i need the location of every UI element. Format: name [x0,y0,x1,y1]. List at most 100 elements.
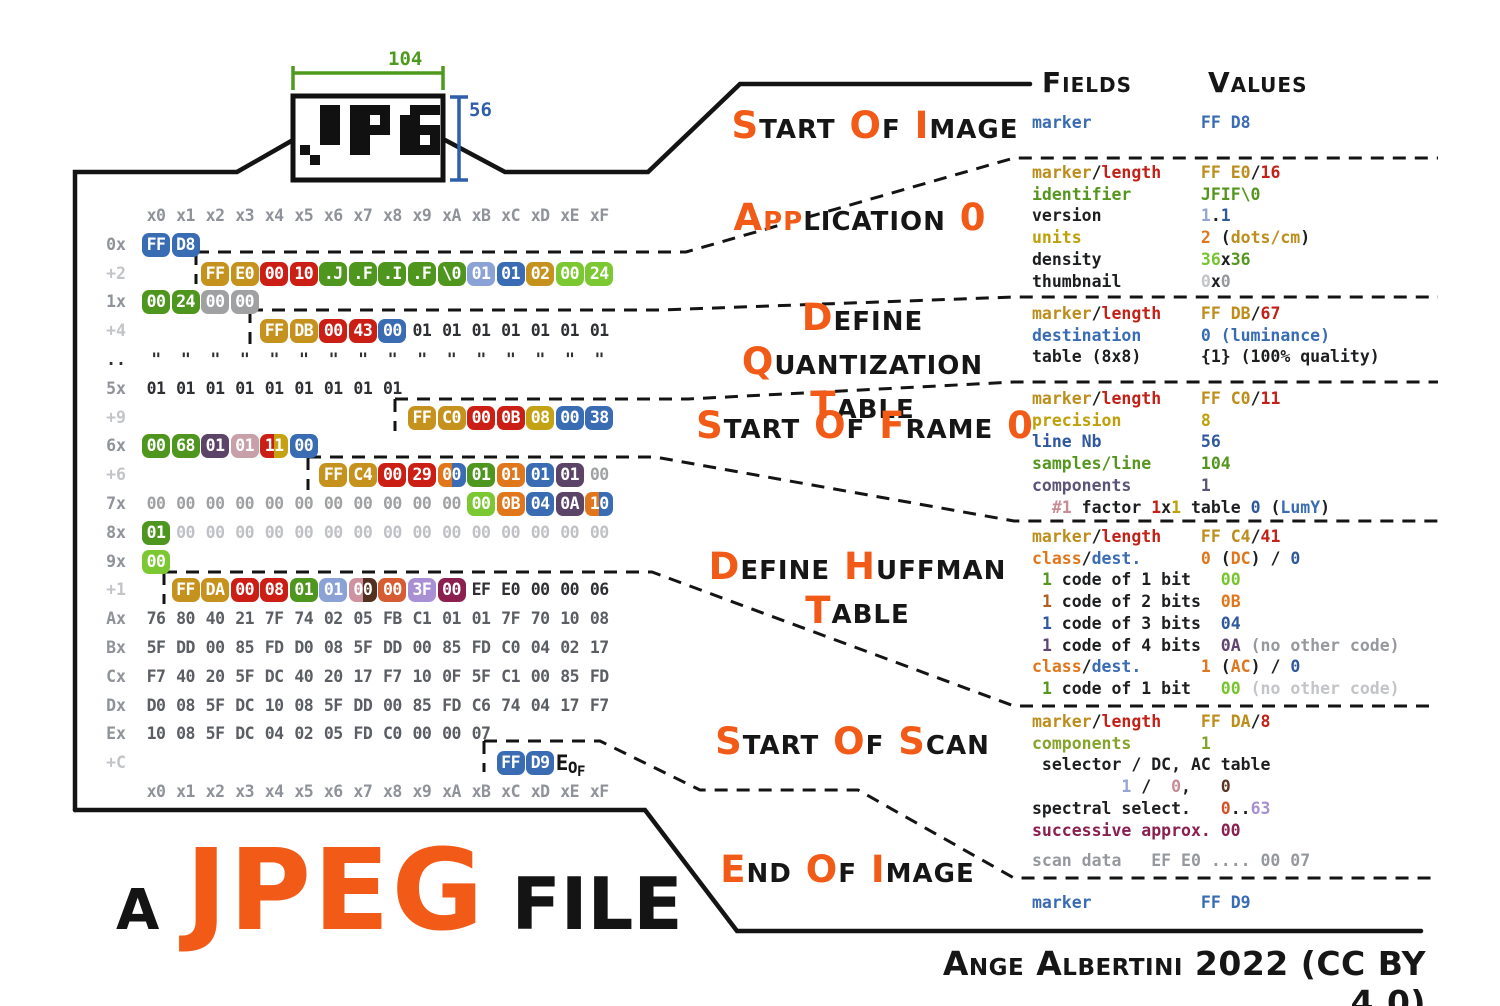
field-line: table (8x8) {1} (100% quality) [1032,347,1380,367]
hex-byte: 00 [201,290,230,315]
field-line: selector / DC, AC table [1032,755,1271,775]
hex-byte: 01 [294,378,314,398]
hex-byte: 00 [294,522,314,542]
field-line: successive approx. 00 [1032,820,1241,840]
hex-column-label: xF [589,782,609,801]
field-line: 1 code of 1 bit 00 (no other code) [1041,678,1400,698]
hex-byte: FF [142,232,170,257]
hex-byte: 00 [530,522,550,542]
hex-byte: 01 [235,378,255,398]
hex-byte: F7 [589,695,609,715]
hex-byte: 00 [382,494,402,513]
poster-title: A JPEG FILE [116,826,683,956]
hex-byte: 00 [205,638,225,657]
hex-byte: " [328,350,339,369]
field-line: 1 code of 3 bits 04 [1041,613,1241,633]
hex-byte: FF [171,578,200,603]
hex-column-label: xF [589,206,609,225]
hex-byte: .I [378,261,407,286]
hex-row-label: +1 [106,580,126,600]
panel-section-soi: marker FF D8 [1032,112,1251,134]
hex-byte: " [535,350,545,369]
hex-byte: 85 [560,666,580,686]
hex-row-label: 7x [106,494,126,513]
hex-byte: 01 [442,609,461,629]
hex-byte: DD [382,638,402,657]
field-line: 1 / 0, 0 [1121,777,1231,797]
hex-column-label: x4 [264,782,284,801]
hex-byte: FD [264,638,284,657]
field-line: 1 code of 4 bits 0A (no other code) [1041,635,1400,655]
hex-column-label: x6 [323,206,343,225]
hex-byte: " [446,350,457,369]
panel-section-sof0: marker/length FF C0/11 precision 8 line Nb… [1032,388,1330,518]
hex-byte: 01 [205,378,225,398]
hex-byte: 00 [412,638,432,657]
hex-byte: 08 [526,405,555,430]
hex-byte: FF [201,261,230,286]
hex-byte: 00 [530,580,550,600]
field-line: identifier JFIF\0 [1032,184,1261,204]
hex-column-label: x0 [146,782,166,801]
hex-byte: 17 [560,695,580,715]
hex-byte: 5F [323,695,343,715]
hex-row-label: 8x [106,522,126,542]
hex-byte: 7F [264,609,284,629]
hex-byte: 01 [230,434,259,459]
hex-byte: 70 [530,609,550,629]
hex-row-label: +9 [106,407,126,427]
hex-byte: 00 [176,522,195,542]
poster-title-word: JPEG [185,826,486,956]
hex-byte: 00 [264,522,284,542]
hex-byte: FF [260,319,289,344]
hex-byte: 00 [235,522,255,542]
panel-section-sos: marker/length FF DA/8 components 1 select… [1032,711,1310,872]
hex-byte: 01 [442,321,461,341]
field-line: marker FF D8 [1032,113,1251,132]
section-title-sof0: Start Of Frame 0 [696,404,1034,447]
hex-byte: 24 [585,261,614,286]
hex-byte: " [299,350,309,369]
hex-byte: 00 [323,494,343,513]
hex-byte: C0 [501,638,521,657]
hex-byte: 08 [176,724,195,744]
hex-byte: 17 [353,666,373,686]
hex-byte: 01 [201,434,230,459]
hex-byte: 74 [501,695,521,715]
hex-byte: 01 [319,578,348,603]
hex-byte: 01 [176,378,195,398]
hex-byte: D0 [146,695,166,715]
hex-byte: 00 [442,724,461,744]
hex-byte: 5F [205,695,225,715]
field-line: version 1.1 [1032,206,1231,226]
hex-byte: 01 [467,261,496,286]
hex-byte: 08 [260,578,289,603]
hex-byte: 01 [560,321,580,341]
field-line: density 36x36 [1032,249,1251,269]
hex-byte: \0 [437,261,466,286]
hex-column-label: x8 [382,206,402,225]
hex-byte: 01 [530,321,550,341]
hex-byte: 00 [501,522,521,542]
field-line: 1 code of 1 bit 00 [1041,570,1241,590]
hex-byte: D8 [171,232,200,257]
hex-byte: 01 [467,463,496,488]
hex-byte: 00 [412,724,432,744]
hex-byte: 01 [412,321,432,341]
hex-byte: 00 [437,463,466,488]
hex-byte: 01 [353,378,373,398]
field-line: marker/length FF E0/16 [1032,163,1281,182]
field-line: components 1 [1032,475,1211,495]
hex-byte: 01 [289,578,318,603]
hex-byte: DC [264,666,284,686]
hex-byte: .J [319,261,348,286]
hex-byte: DA [201,578,230,603]
hex-byte: 00 [442,522,461,542]
hex-byte: 76 [146,609,166,629]
height-dimension-bracket [450,95,468,182]
hex-byte: D0 [294,638,314,657]
hex-byte: 10 [289,261,318,286]
thumbnail-width-label: 104 [388,48,423,70]
hex-byte: 29 [407,463,436,488]
